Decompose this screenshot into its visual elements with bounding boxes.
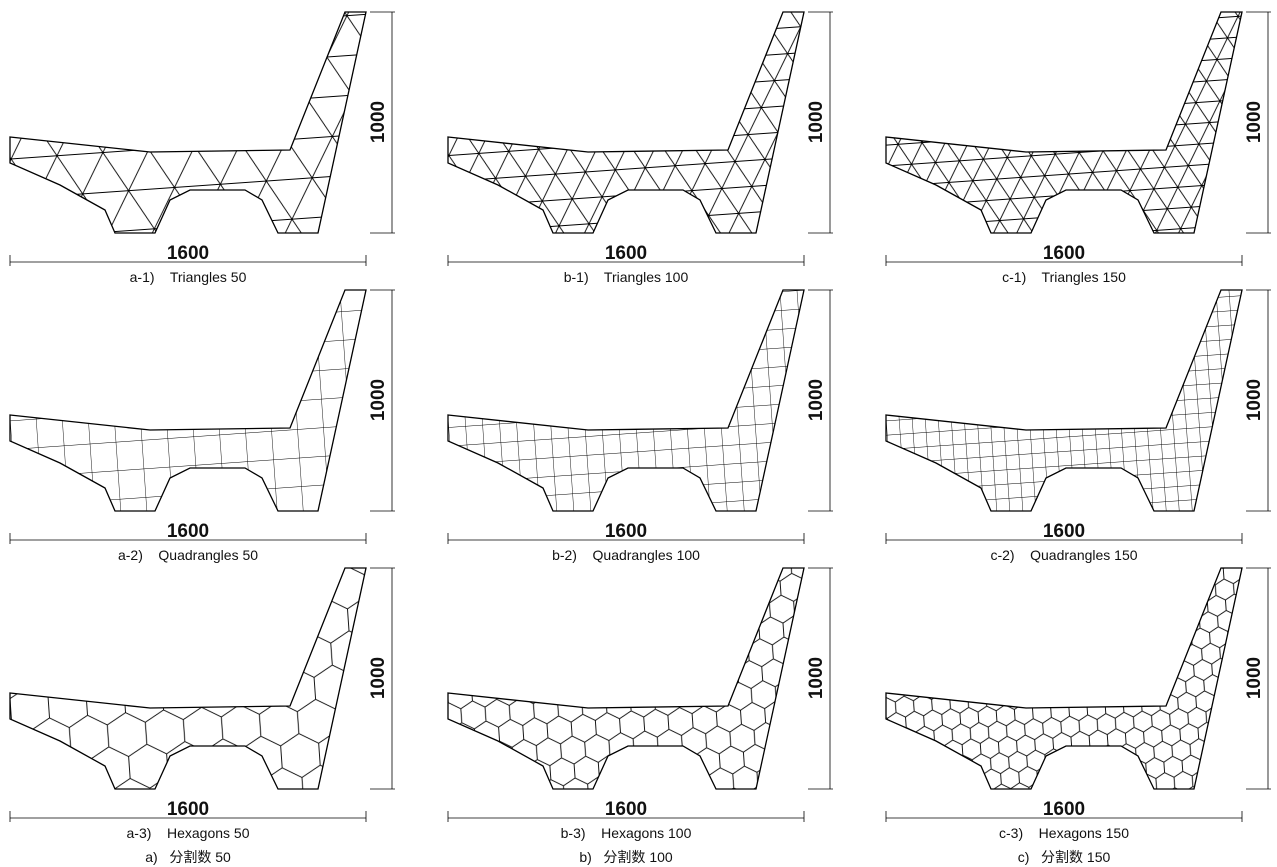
mesh-panel: 1000 1600 a-2) Quadrangles 50 bbox=[10, 290, 395, 563]
mesh-panel: 1000 1600 b-1) Triangles 100 bbox=[448, 12, 833, 285]
mesh-panel: 1000 1600 b-3) Hexagons 100 bbox=[448, 568, 833, 841]
panel-caption: a-3) Hexagons 50 bbox=[127, 825, 250, 841]
panel-caption: a-2) Quadrangles 50 bbox=[118, 547, 258, 563]
width-label: 1600 bbox=[1043, 799, 1085, 820]
width-label: 1600 bbox=[1043, 243, 1085, 264]
mesh bbox=[10, 290, 366, 511]
height-label: 1000 bbox=[1244, 101, 1265, 143]
mesh bbox=[886, 568, 1242, 789]
height-label: 1000 bbox=[806, 379, 827, 421]
panel-caption: a-1) Triangles 50 bbox=[130, 269, 247, 285]
mesh-panel: 1000 1600 a-1) Triangles 50 bbox=[10, 12, 395, 285]
height-label: 1000 bbox=[368, 379, 389, 421]
mesh-panel: 1000 1600 b-2) Quadrangles 100 bbox=[448, 290, 833, 563]
column-label: a) 分割数 50 bbox=[145, 849, 231, 865]
figure: 1000 1600 a-1) Triangles 50 1000 1600 a-2) Qu… bbox=[0, 0, 1277, 867]
height-label: 1000 bbox=[1244, 379, 1265, 421]
width-label: 1600 bbox=[605, 799, 647, 820]
panel-caption: b-3) Hexagons 100 bbox=[561, 825, 692, 841]
panel-caption: c-1) Triangles 150 bbox=[1002, 269, 1126, 285]
panel-caption: c-3) Hexagons 150 bbox=[999, 825, 1129, 841]
mesh-panel: 1000 1600 c-2) Quadrangles 150 bbox=[886, 290, 1271, 563]
height-label: 1000 bbox=[1244, 657, 1265, 699]
panel-caption: b-2) Quadrangles 100 bbox=[552, 547, 700, 563]
width-label: 1600 bbox=[167, 243, 209, 264]
mesh bbox=[448, 12, 804, 233]
width-label: 1600 bbox=[605, 243, 647, 264]
column-label: b) 分割数 100 bbox=[579, 849, 673, 865]
mesh bbox=[886, 290, 1242, 511]
panel-caption: c-2) Quadrangles 150 bbox=[990, 547, 1137, 563]
width-label: 1600 bbox=[1043, 521, 1085, 542]
mesh bbox=[448, 290, 804, 511]
mesh bbox=[10, 568, 366, 789]
column-label: c) 分割数 150 bbox=[1018, 849, 1111, 865]
mesh bbox=[448, 568, 804, 789]
height-label: 1000 bbox=[368, 657, 389, 699]
height-label: 1000 bbox=[806, 657, 827, 699]
width-label: 1600 bbox=[605, 521, 647, 542]
height-label: 1000 bbox=[806, 101, 827, 143]
width-label: 1600 bbox=[167, 521, 209, 542]
mesh bbox=[10, 12, 366, 233]
mesh-panel: 1000 1600 a-3) Hexagons 50 bbox=[10, 568, 395, 841]
width-label: 1600 bbox=[167, 799, 209, 820]
mesh-panel: 1000 1600 c-3) Hexagons 150 bbox=[886, 568, 1271, 841]
height-label: 1000 bbox=[368, 101, 389, 143]
panel-caption: b-1) Triangles 100 bbox=[564, 269, 689, 285]
mesh-panel: 1000 1600 c-1) Triangles 150 bbox=[886, 12, 1271, 285]
mesh bbox=[886, 12, 1242, 233]
